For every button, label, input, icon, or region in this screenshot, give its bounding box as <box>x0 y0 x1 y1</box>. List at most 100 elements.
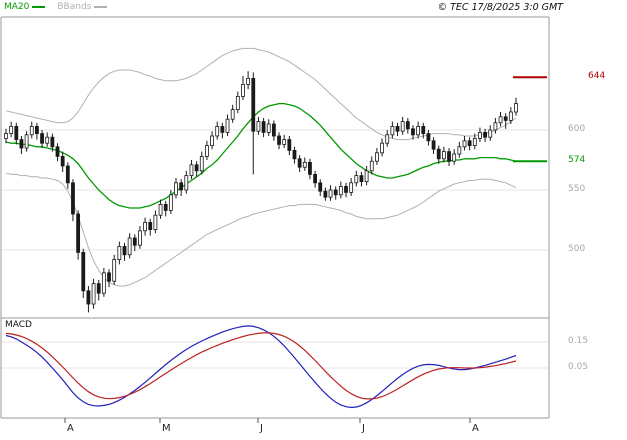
candle-body <box>333 189 338 196</box>
bbands-line-swatch <box>94 6 108 8</box>
candle-body <box>65 165 70 184</box>
legend-ma20-label: MA20 <box>4 2 30 12</box>
candle-body <box>447 151 451 162</box>
candle-body <box>488 129 493 138</box>
candle-body <box>199 155 204 172</box>
candle-body <box>400 121 405 132</box>
candle-body <box>241 84 245 97</box>
candle-body <box>256 121 261 132</box>
candle-body <box>508 111 513 121</box>
candle-body <box>493 122 498 131</box>
candle-body <box>390 126 395 136</box>
candle-body <box>344 185 348 193</box>
candle-body <box>50 136 55 148</box>
candle-body <box>364 170 369 183</box>
legend-bbands-label: BBands <box>57 2 92 12</box>
candle-body <box>4 133 8 139</box>
candle-body <box>189 164 194 177</box>
candle-body <box>122 245 127 256</box>
candle-body <box>168 194 173 211</box>
candle-body <box>338 185 343 196</box>
candle-body <box>35 126 39 135</box>
macd-axis-tick-label: 0.05 <box>568 362 589 372</box>
candle-body <box>266 123 271 133</box>
candle-body <box>514 103 518 113</box>
candle-body <box>436 148 441 160</box>
candle-body <box>369 160 374 172</box>
candle-body <box>91 283 96 305</box>
ma20-line <box>5 102 517 209</box>
candle-body <box>174 182 178 196</box>
candle-body <box>251 78 256 132</box>
candle-body <box>158 203 163 216</box>
candle-body <box>271 123 276 137</box>
candle-body <box>297 158 302 168</box>
candle-body <box>246 78 251 85</box>
candle-body <box>277 135 281 145</box>
candle-body <box>349 182 354 193</box>
candle-body <box>19 139 24 149</box>
candle-body <box>503 116 508 121</box>
candle-body <box>441 151 446 160</box>
candle-body <box>328 189 333 198</box>
candle-body <box>395 126 400 132</box>
candle-body <box>138 230 142 246</box>
candle-body <box>235 96 240 111</box>
macd-axis-tick-label: 0.15 <box>568 336 589 346</box>
candle-body <box>323 190 328 198</box>
candle-body <box>426 133 431 142</box>
candle-body <box>60 155 65 167</box>
candle-body <box>452 153 457 162</box>
bollinger-lower-line <box>5 172 517 287</box>
candle-body <box>9 126 14 135</box>
candle-body <box>55 146 60 157</box>
macd-line <box>5 325 517 409</box>
candle-body <box>117 245 122 260</box>
price-level-label: 644 <box>588 71 606 82</box>
candle-body <box>498 116 503 124</box>
candle-body <box>411 128 415 136</box>
candle-body <box>230 109 235 120</box>
candle-body <box>163 203 168 211</box>
candle-body <box>380 142 384 154</box>
candle-body <box>313 173 317 184</box>
candle-body <box>40 133 44 144</box>
candle-body <box>405 121 410 130</box>
legend: MA20 BBands <box>4 2 108 12</box>
macd-panel-label: MACD <box>5 320 32 330</box>
signal-line <box>5 332 517 400</box>
legend-bbands: BBands <box>57 2 108 12</box>
candle-body <box>467 140 472 147</box>
candle-body <box>302 161 307 168</box>
candle-body <box>96 283 101 294</box>
candle-body <box>282 139 287 145</box>
candle-body <box>143 221 147 232</box>
candle-body <box>184 175 189 191</box>
candle-body <box>210 135 214 146</box>
candle-body <box>179 182 184 191</box>
x-axis-month-label: A <box>472 423 479 434</box>
x-axis-month-label: J <box>260 423 263 434</box>
candle-body <box>462 140 467 148</box>
candle-body <box>132 237 137 246</box>
candle-body <box>101 272 106 294</box>
candle-body <box>107 272 111 282</box>
candle-body <box>287 139 292 151</box>
candle-body <box>416 126 421 136</box>
candle-body <box>385 134 390 144</box>
price-axis-tick-label: 550 <box>568 184 586 194</box>
x-axis-month-label: M <box>162 423 171 434</box>
candle-body <box>127 237 132 256</box>
candle-body <box>457 146 462 155</box>
candle-body <box>81 251 86 292</box>
candle-body <box>292 149 297 160</box>
candle-body <box>29 126 34 136</box>
x-axis-month-label: J <box>362 423 365 434</box>
candle-body <box>308 161 312 175</box>
candle-body <box>71 182 75 215</box>
price-axis-tick-label: 600 <box>568 124 586 134</box>
candle-body <box>359 175 364 183</box>
candle-body <box>24 134 29 149</box>
candle-body <box>472 137 477 146</box>
